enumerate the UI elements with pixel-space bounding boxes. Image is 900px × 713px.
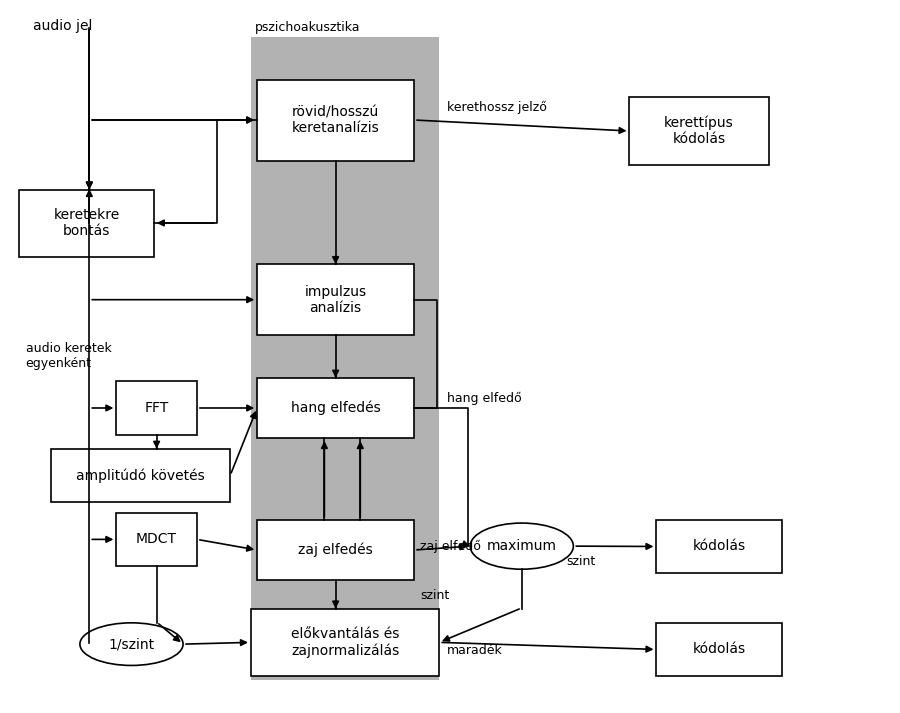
Text: MDCT: MDCT bbox=[136, 533, 177, 546]
FancyBboxPatch shape bbox=[257, 265, 414, 335]
FancyBboxPatch shape bbox=[50, 448, 230, 502]
Text: maradék: maradék bbox=[447, 644, 503, 657]
Text: szint: szint bbox=[567, 555, 596, 568]
Text: szint: szint bbox=[420, 590, 450, 602]
FancyBboxPatch shape bbox=[116, 381, 197, 435]
Text: audio keretek
egyenként: audio keretek egyenként bbox=[25, 342, 112, 370]
Text: előkvantálás és
zajnormalizálás: előkvantálás és zajnormalizálás bbox=[291, 627, 400, 658]
FancyBboxPatch shape bbox=[257, 80, 414, 161]
Bar bbox=[251, 37, 439, 679]
Ellipse shape bbox=[80, 623, 183, 665]
Text: amplitúdó követés: amplitúdó követés bbox=[76, 468, 205, 483]
Text: hang elfedő: hang elfedő bbox=[447, 392, 522, 405]
FancyBboxPatch shape bbox=[19, 190, 154, 257]
Text: zaj elfedés: zaj elfedés bbox=[298, 543, 373, 558]
Text: zaj elfedő: zaj elfedő bbox=[420, 540, 482, 553]
Ellipse shape bbox=[470, 523, 573, 569]
FancyBboxPatch shape bbox=[656, 520, 782, 573]
FancyBboxPatch shape bbox=[116, 513, 197, 566]
Text: maximum: maximum bbox=[487, 539, 557, 553]
Text: kódolás: kódolás bbox=[693, 642, 746, 657]
Text: FFT: FFT bbox=[145, 401, 168, 415]
Text: kódolás: kódolás bbox=[693, 540, 746, 553]
Text: pszichoakusztika: pszichoakusztika bbox=[255, 21, 360, 34]
Text: kerethossz jelző: kerethossz jelző bbox=[447, 101, 547, 114]
FancyBboxPatch shape bbox=[257, 378, 414, 438]
FancyBboxPatch shape bbox=[656, 623, 782, 676]
FancyBboxPatch shape bbox=[629, 97, 769, 165]
Text: keretekre
bontás: keretekre bontás bbox=[53, 208, 120, 238]
Text: hang elfedés: hang elfedés bbox=[291, 401, 381, 415]
Text: rövid/hosszú
keretanalízis: rövid/hosszú keretanalízis bbox=[292, 106, 380, 135]
Text: kerettípus
kódolás: kerettípus kódolás bbox=[664, 116, 734, 146]
Text: impulzus
analízis: impulzus analízis bbox=[304, 284, 366, 314]
FancyBboxPatch shape bbox=[257, 520, 414, 580]
Text: 1/szint: 1/szint bbox=[108, 637, 155, 651]
FancyBboxPatch shape bbox=[251, 609, 439, 676]
Text: audio jel: audio jel bbox=[32, 19, 92, 33]
